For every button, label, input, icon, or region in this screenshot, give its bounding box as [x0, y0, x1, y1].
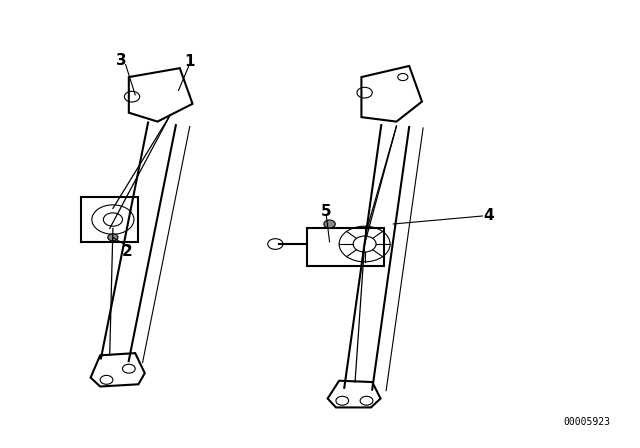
Circle shape [324, 220, 335, 228]
Text: 2: 2 [122, 244, 133, 259]
Bar [81, 197, 138, 242]
Text: 1: 1 [184, 54, 195, 69]
Bar [307, 228, 384, 266]
Text: 4: 4 [484, 207, 494, 223]
Text: 00005923: 00005923 [563, 417, 610, 426]
Circle shape [108, 234, 118, 241]
Text: 3: 3 [116, 53, 127, 68]
Text: 5: 5 [321, 204, 332, 219]
